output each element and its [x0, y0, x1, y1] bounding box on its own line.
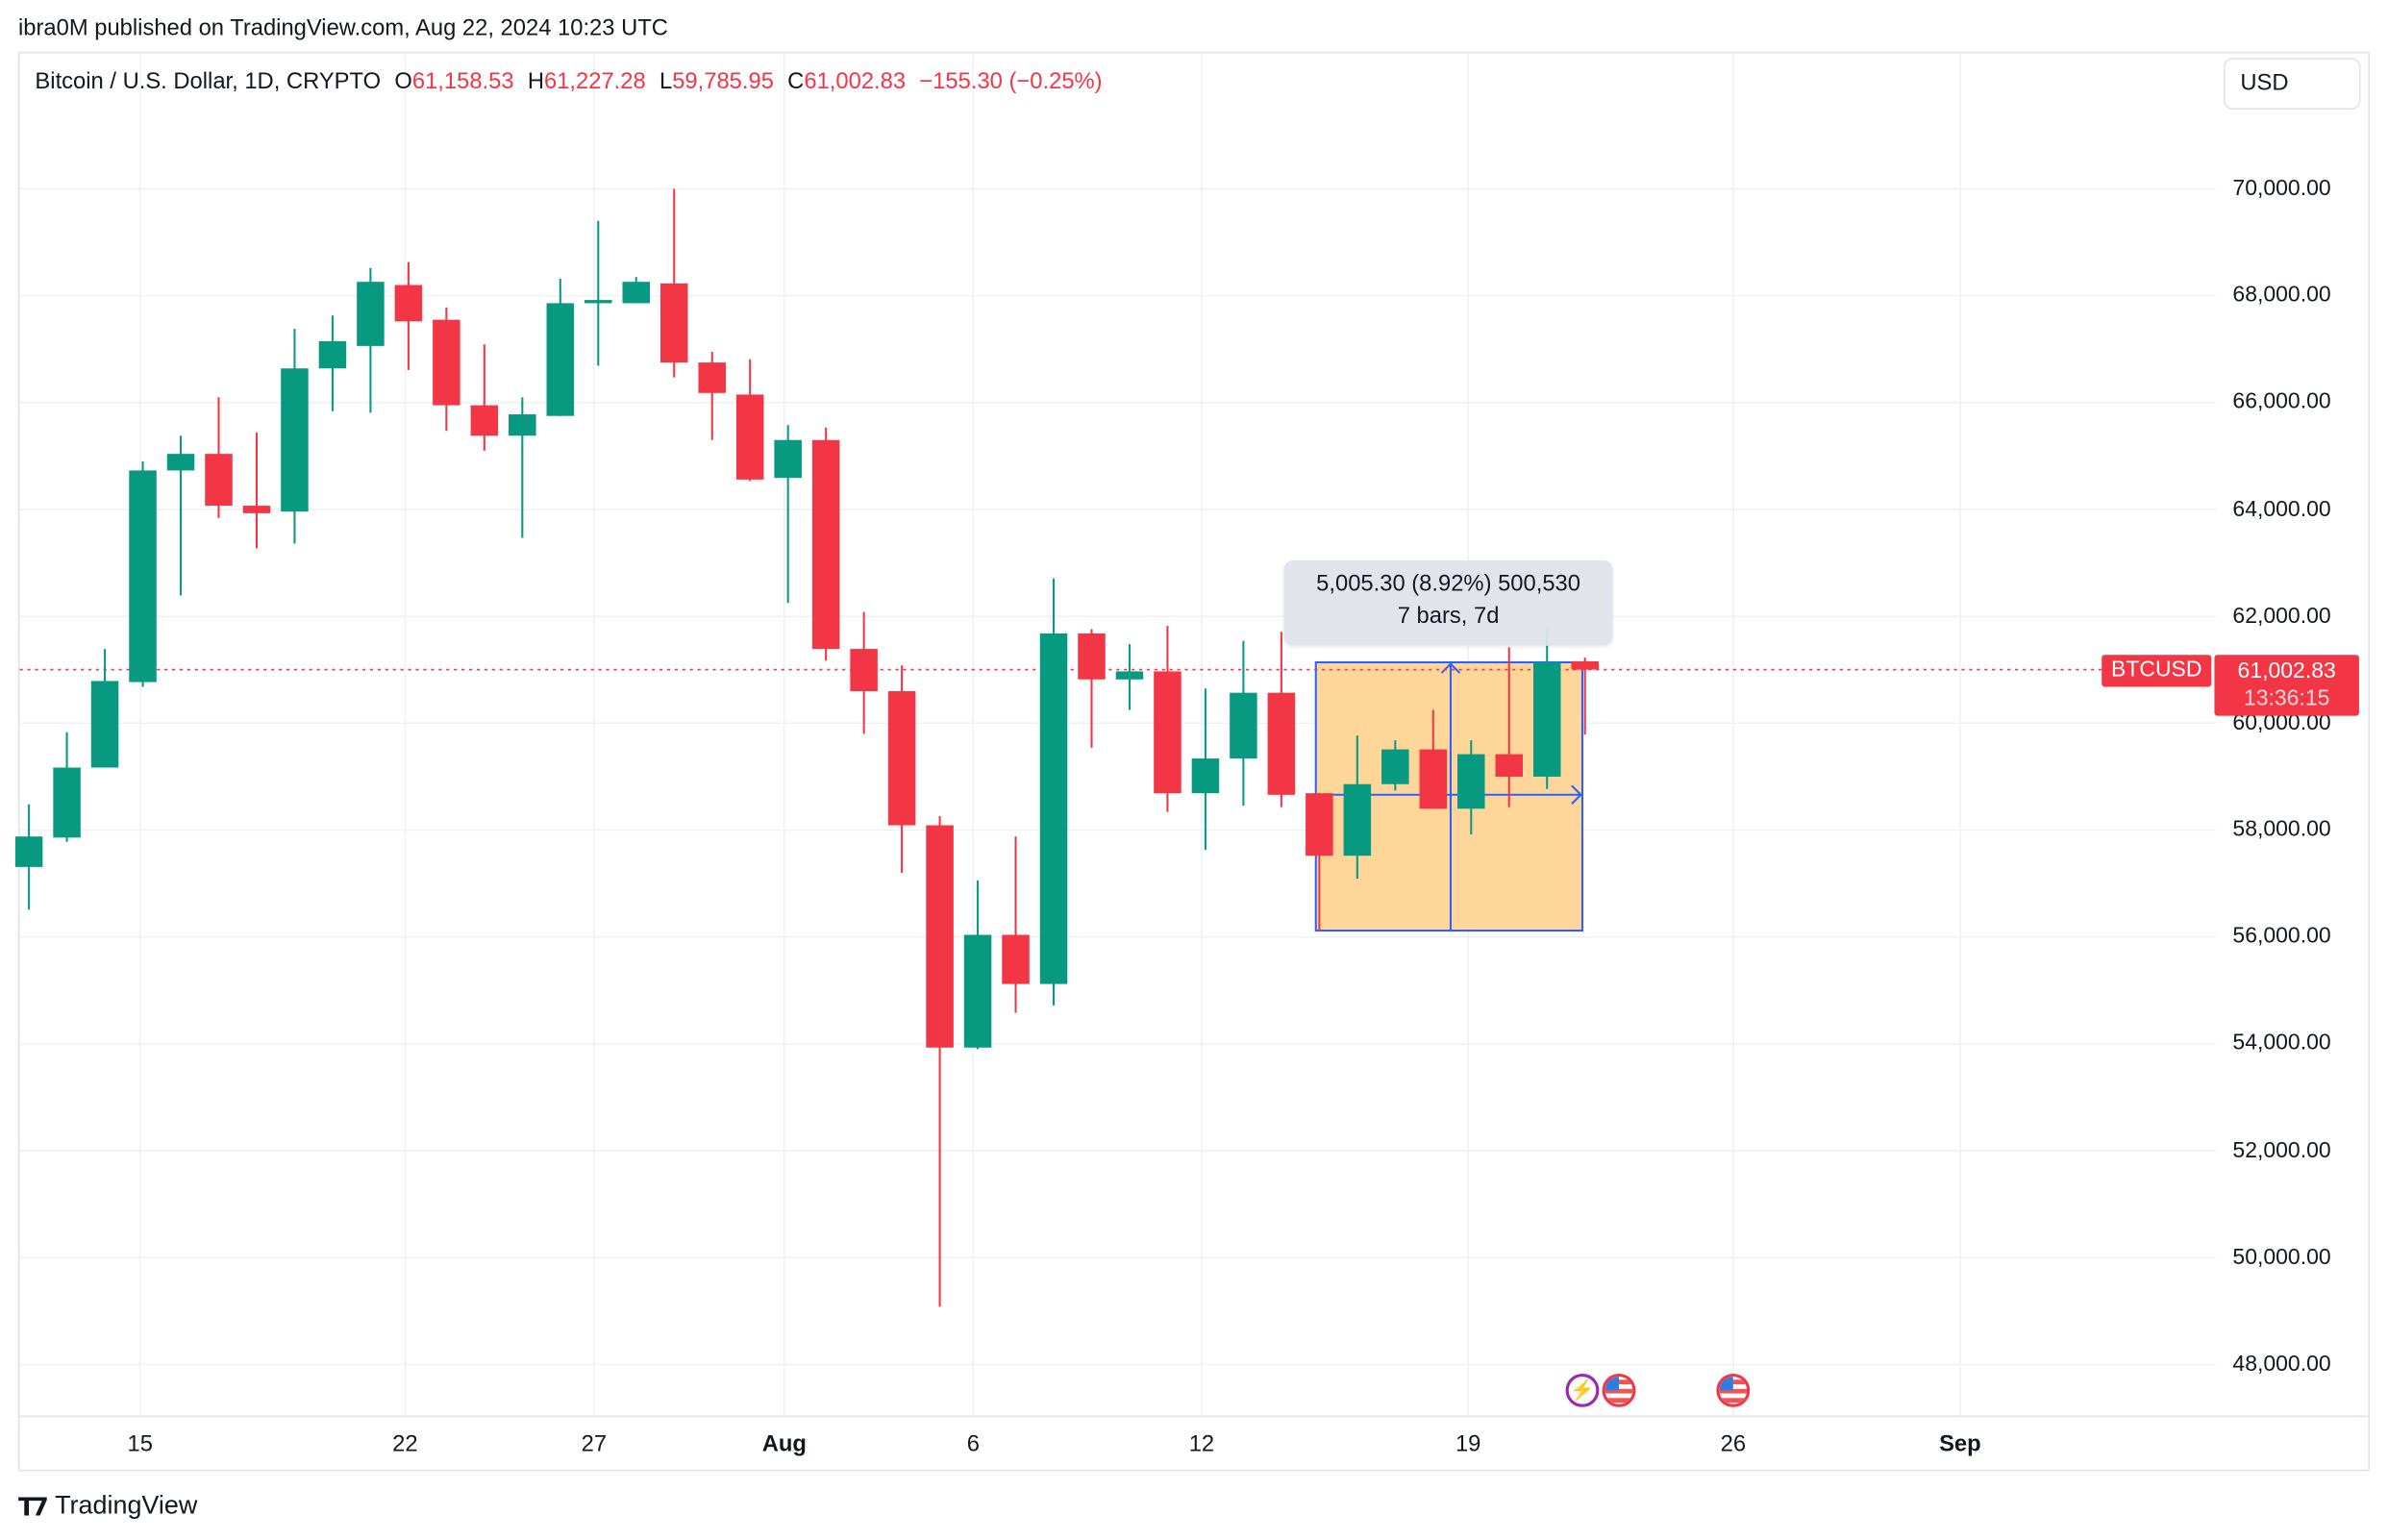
low-label: L: [659, 68, 673, 95]
measure-tooltip: 5,005.30 (8.92%) 500,530 7 bars, 7d: [1283, 559, 1613, 646]
bolt-icon[interactable]: ⚡: [1565, 1373, 1600, 1407]
price-tick-label: 66,000.00: [2232, 390, 2331, 415]
measure-delta: 5,005.30 (8.92%) 500,530: [1316, 571, 1580, 598]
candle-body: [433, 319, 460, 406]
tradingview-logo[interactable]: T7 TradingView: [18, 1491, 197, 1522]
symbol-price-tag: BTCUSD: [2102, 655, 2212, 687]
candle-body: [774, 439, 802, 479]
candle-body: [242, 506, 271, 513]
candle-body: [14, 836, 43, 867]
candle-body: [1039, 633, 1068, 984]
us-flag-icon[interactable]: [1602, 1373, 1636, 1407]
currency-button[interactable]: USD: [2223, 58, 2361, 111]
time-tick-label: 19: [1455, 1431, 1481, 1458]
candle-body: [1078, 633, 1106, 680]
candle-body: [698, 362, 726, 393]
candle-body: [1381, 749, 1409, 784]
candle-body: [887, 690, 916, 826]
publisher-caption: ibra0M published on TradingView.com, Aug…: [18, 14, 668, 41]
candle-body: [53, 767, 81, 838]
candle-body: [1115, 671, 1144, 680]
time-tick-label: Sep: [1939, 1431, 1981, 1458]
candle-body: [585, 300, 612, 304]
candle-body: [1571, 660, 1599, 670]
brand-name: TradingView: [55, 1490, 198, 1521]
price-tick-label: 62,000.00: [2232, 604, 2331, 629]
symbol-title: Bitcoin / U.S. Dollar, 1D, CRYPTO: [35, 68, 382, 95]
candle-body: [1419, 749, 1448, 809]
us-flag-icon[interactable]: [1716, 1373, 1751, 1407]
price-tick-label: 48,000.00: [2232, 1352, 2331, 1378]
high-label: H: [527, 68, 545, 95]
candle-body: [129, 470, 157, 683]
candle-body: [1267, 692, 1296, 795]
close-label: C: [787, 68, 805, 95]
price-tick-label: 56,000.00: [2232, 925, 2331, 950]
candle-body: [1191, 758, 1220, 794]
candle-body: [357, 282, 385, 346]
candle-body: [470, 405, 499, 436]
candle-body: [394, 285, 423, 322]
high-value: 61,227.28: [544, 68, 646, 95]
last-price-value: 61,002.83: [2237, 658, 2336, 684]
candle-body: [1343, 783, 1372, 857]
candle-body: [735, 394, 764, 480]
price-tick-label: 50,000.00: [2232, 1245, 2331, 1270]
time-tick-label: 12: [1188, 1431, 1215, 1458]
open-label: O: [394, 68, 412, 95]
time-tick-label: 15: [127, 1431, 153, 1458]
bar-countdown: 13:36:15: [2243, 686, 2330, 711]
candle-body: [281, 368, 309, 512]
candle-body: [1230, 692, 1257, 759]
price-tick-label: 68,000.00: [2232, 283, 2331, 309]
ohlc-legend: Bitcoin / U.S. Dollar, 1D, CRYPTO O61,158…: [35, 68, 1102, 94]
candle-body: [659, 283, 688, 363]
tradingview-mark-icon: T7: [18, 1491, 49, 1521]
last-price-tag: 61,002.83 13:36:15: [2214, 655, 2359, 716]
time-tick-label: Aug: [761, 1431, 807, 1458]
candle-body: [318, 340, 347, 369]
candle-body: [1532, 661, 1561, 777]
price-tick-label: 54,000.00: [2232, 1031, 2331, 1056]
frame-border: [2368, 51, 2371, 1472]
price-tick-label: 58,000.00: [2232, 817, 2331, 843]
price-tick-label: 64,000.00: [2232, 497, 2331, 522]
low-value: 59,785.95: [672, 68, 774, 95]
time-tick-label: 22: [392, 1431, 418, 1458]
candle-body: [1495, 754, 1524, 777]
chart-frame: [18, 51, 2369, 1472]
candle-body: [1002, 934, 1030, 984]
arrow-right-icon: [1571, 784, 1582, 805]
price-tick-label: 52,000.00: [2232, 1138, 2331, 1163]
time-tick-label: 27: [581, 1431, 608, 1458]
candle-body: [90, 681, 119, 768]
time-tick-label: 26: [1720, 1431, 1747, 1458]
price-tick-label: 70,000.00: [2232, 176, 2331, 202]
time-tick-label: 6: [966, 1431, 980, 1458]
candle-body: [622, 282, 651, 304]
candle-body: [509, 414, 536, 436]
close-value: 61,002.83: [804, 68, 907, 95]
candle-body: [1154, 671, 1182, 794]
candle-body: [1457, 754, 1485, 809]
candle-body: [850, 649, 878, 691]
candle-body: [811, 439, 840, 650]
open-value: 61,158.53: [411, 68, 514, 95]
candle-body: [963, 934, 992, 1048]
candle-body: [205, 454, 233, 507]
candle-body: [166, 454, 195, 471]
candle-body: [546, 303, 575, 416]
change-value: −155.30 (−0.25%): [919, 68, 1103, 95]
candle-body: [926, 825, 954, 1048]
measure-bars: 7 bars, 7d: [1397, 603, 1500, 630]
candle-body: [1306, 793, 1333, 857]
